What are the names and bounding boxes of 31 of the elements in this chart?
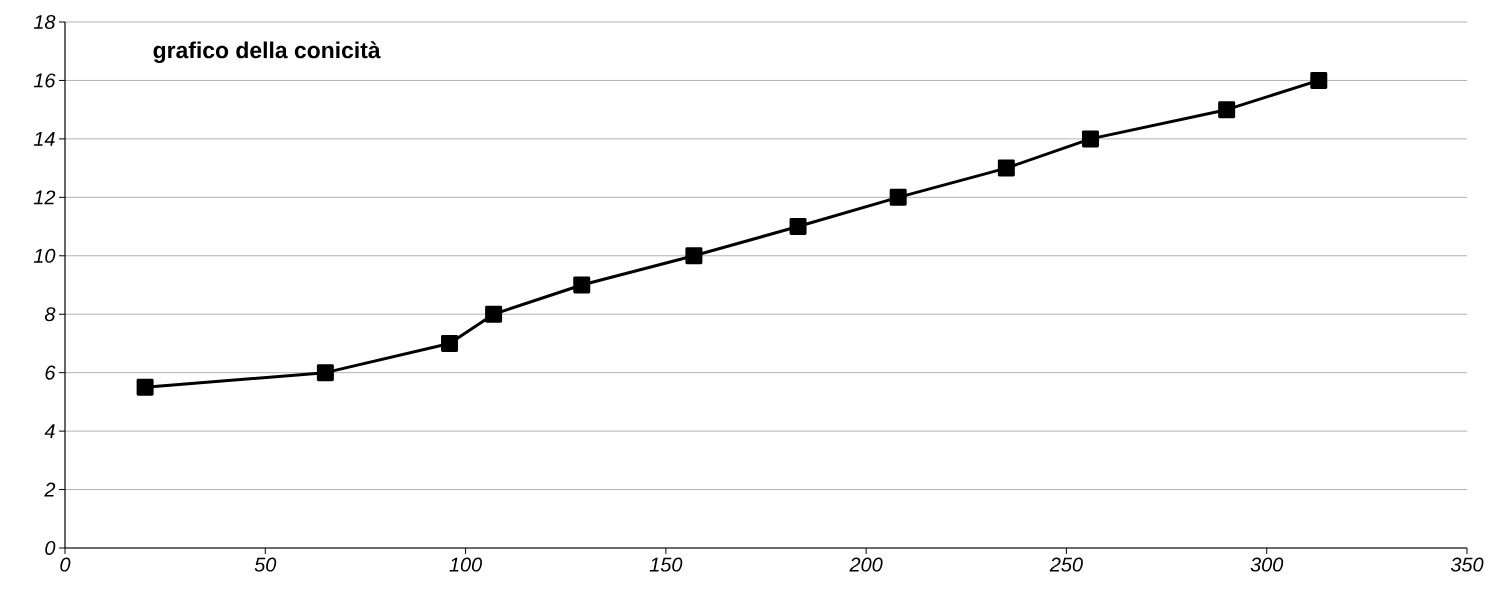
- point: [316, 364, 334, 382]
- y-tick-label: 6: [45, 365, 56, 380]
- x-tick-label: 0: [60, 557, 71, 572]
- point: [573, 276, 591, 294]
- point: [1218, 101, 1236, 119]
- y-tick-label: 2: [44, 482, 56, 497]
- x-tick-label: 150: [649, 557, 683, 572]
- y-tick-label: 0: [45, 540, 56, 556]
- point: [685, 247, 703, 265]
- point: [1310, 71, 1328, 89]
- point: [1081, 130, 1099, 148]
- point: [136, 378, 154, 396]
- x-tick-label: 100: [449, 557, 483, 572]
- y-tick-label: 16: [33, 73, 56, 88]
- y-tick-label: 10: [33, 248, 56, 263]
- x-tick-label: 300: [1250, 557, 1284, 572]
- point: [441, 334, 459, 352]
- point: [997, 159, 1015, 177]
- x-tick-label: 250: [1049, 557, 1083, 572]
- point: [789, 218, 807, 236]
- y-tick-label: 12: [33, 190, 56, 205]
- y-tick-label: 14: [33, 132, 55, 146]
- x-tick-label: 200: [849, 557, 883, 572]
- y-tick-label: 4: [44, 424, 55, 438]
- x-tick-label: 350: [1450, 557, 1484, 572]
- text: grafico della conicità: [153, 41, 381, 63]
- y-tick-label: 18: [33, 14, 56, 30]
- point: [889, 188, 907, 206]
- point: [485, 305, 503, 323]
- x-tick-label: 50: [254, 557, 277, 572]
- y-tick-label: 8: [44, 307, 56, 322]
